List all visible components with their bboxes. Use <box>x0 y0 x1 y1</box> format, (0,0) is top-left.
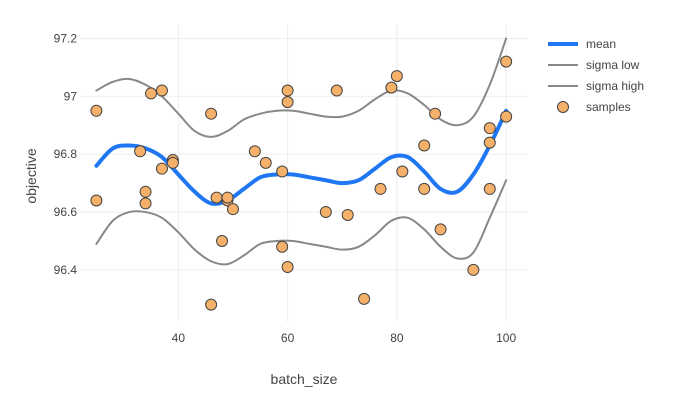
sample-point <box>281 96 294 109</box>
x-tick-label: 80 <box>390 331 404 345</box>
sample-point <box>358 292 371 305</box>
legend-label-sigma-high: sigma high <box>586 79 644 93</box>
sample-point <box>500 55 513 68</box>
series-points <box>90 55 513 311</box>
sample-point <box>134 145 147 158</box>
sample-point <box>390 70 403 83</box>
sample-point <box>205 107 218 120</box>
sample-point <box>483 182 496 195</box>
sample-point <box>500 110 513 123</box>
sample-point <box>259 156 272 169</box>
sample-point <box>330 84 343 97</box>
series-line-sigma-low <box>95 179 508 266</box>
y-tick-label: 96.8 <box>54 147 78 161</box>
y-axis-title: objective <box>23 148 39 203</box>
sample-point <box>434 223 447 236</box>
sample-point <box>276 165 289 178</box>
sample-point <box>281 261 294 274</box>
sample-point <box>341 208 354 221</box>
sample-point <box>467 263 480 276</box>
sample-point <box>90 104 103 117</box>
sample-point <box>281 84 294 97</box>
sample-point <box>418 139 431 152</box>
sample-point <box>429 107 442 120</box>
sample-point <box>166 156 179 169</box>
x-tick-label: 40 <box>172 331 186 345</box>
y-tick-label: 96.4 <box>54 263 78 277</box>
series-line-sigma-high <box>95 37 508 138</box>
legend: mean sigma low sigma high samples <box>548 37 644 114</box>
sample-point <box>418 182 431 195</box>
sample-point <box>374 182 387 195</box>
sample-point <box>483 136 496 149</box>
sample-point <box>248 145 261 158</box>
sample-point <box>155 84 168 97</box>
x-axis-title: batch_size <box>271 371 338 387</box>
tick-labels: 40 60 80 100 96.4 96.6 96.8 97 97.2 <box>54 31 517 345</box>
sample-point <box>396 165 409 178</box>
legend-label-mean: mean <box>586 37 616 51</box>
sample-point <box>155 162 168 175</box>
legend-swatch-samples <box>557 101 569 113</box>
x-tick-label: 100 <box>496 331 516 345</box>
legend-label-sigma-low: sigma low <box>586 58 640 72</box>
sample-point <box>276 240 289 253</box>
y-tick-label: 97.2 <box>54 31 78 45</box>
sample-point <box>216 234 229 247</box>
sample-point <box>145 87 158 100</box>
sample-point <box>221 191 234 204</box>
y-tick-label: 96.6 <box>54 205 78 219</box>
sample-point <box>139 197 152 210</box>
sample-point <box>210 191 223 204</box>
series-line-mean <box>94 108 509 206</box>
sample-point <box>483 122 496 135</box>
sample-point <box>319 206 332 219</box>
sample-point <box>226 203 239 216</box>
series-lines <box>94 37 509 266</box>
x-tick-label: 60 <box>281 331 295 345</box>
sample-point <box>90 194 103 207</box>
sample-point <box>385 81 398 94</box>
legend-label-samples: samples <box>586 100 631 114</box>
y-tick-label: 97 <box>64 89 78 103</box>
gridlines <box>80 24 528 322</box>
sample-point <box>139 185 152 198</box>
sample-point <box>205 298 218 311</box>
